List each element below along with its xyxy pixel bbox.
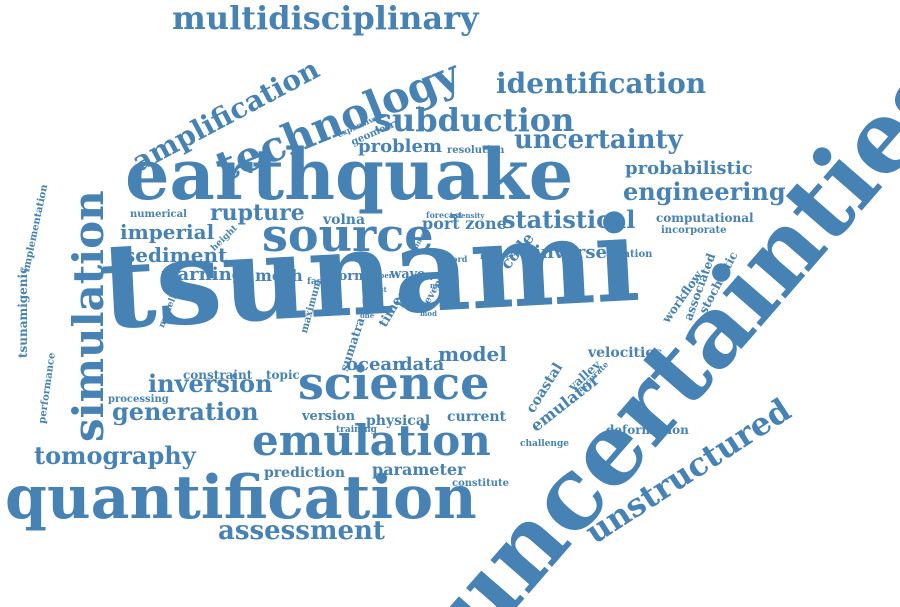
word-current: current [447, 409, 507, 425]
word-record: record [438, 254, 468, 264]
word-tsunamigenic: tsunamigenic [16, 266, 30, 358]
word-inversion: inversion [148, 369, 273, 398]
word-feed: feed [398, 291, 415, 300]
word-location: location [607, 249, 653, 260]
word-incorporate: incorporate [661, 225, 727, 236]
word-sediment: sediment [124, 243, 228, 267]
word-mesh: mesh [255, 266, 303, 285]
word-subduction: subduction [374, 101, 575, 139]
word-quantification: quantification [5, 463, 477, 533]
word-simulation: simulation [64, 190, 113, 442]
word-problem: problem [358, 136, 442, 157]
word-faster: faster [307, 277, 337, 287]
word-multidisciplinary: multidisciplinary [172, 0, 479, 37]
word-uncertainty: uncertainty [514, 125, 683, 155]
word-warning: warning [162, 264, 245, 285]
word-prediction: prediction [264, 465, 346, 481]
word-ocean: ocean [346, 354, 406, 375]
word-deformation: deformation [606, 423, 689, 437]
word-processing: processing [108, 394, 169, 405]
word-version: version [302, 409, 356, 424]
word-imperial: imperial [120, 220, 215, 244]
word-paper: paper [370, 271, 393, 280]
word-wave: wave [390, 267, 426, 282]
word-computational: computational [656, 211, 754, 225]
word-topic: topic [266, 368, 300, 382]
word-inverse: inverse [534, 242, 607, 263]
word-source: source [262, 208, 434, 262]
word-form: form [333, 269, 368, 284]
word-resolution: resolution [447, 145, 505, 156]
word-training: training [336, 425, 377, 435]
word-data: data [400, 354, 445, 375]
word-mod: mod [420, 309, 437, 318]
word-number: number [480, 251, 515, 261]
word-tomography: tomography [34, 441, 196, 470]
word-real: real [362, 296, 378, 305]
word-order: order [412, 273, 434, 282]
word-need: need [430, 281, 449, 290]
word-performance: performance [37, 351, 58, 425]
word-volna: volna [323, 212, 366, 228]
word-engineering: engineering [623, 177, 786, 206]
word-generation: generation [112, 397, 259, 426]
word-probabilistic: probabilistic [625, 158, 753, 179]
word-assessment: assessment [218, 516, 385, 546]
word-rupture: rupture [210, 200, 305, 226]
word-test: test [372, 285, 387, 294]
word-identification: identification [496, 67, 707, 100]
word-physical: physical [366, 413, 431, 429]
word-port-zone: port zone [422, 214, 507, 233]
word-parameter: parameter [372, 460, 466, 479]
word-forecast: forecast [426, 210, 463, 220]
word-model: model [438, 342, 507, 366]
word-challenge: challenge [520, 439, 569, 449]
word-implementation: implementation [21, 183, 51, 274]
word-pose: pose [440, 291, 458, 300]
word-constraint: constraint [183, 368, 253, 382]
word-intensity: intensity [450, 211, 485, 220]
word-velocities: velocities [588, 345, 663, 361]
word-science: science [298, 356, 490, 410]
word-statistical: statistical [502, 205, 636, 234]
word-emulation: emulation [252, 416, 491, 465]
word-numerical: numerical [130, 209, 187, 220]
word-earthquake: earthquake [125, 133, 574, 216]
word-constitute: constitute [452, 478, 509, 489]
word-one: one [360, 311, 375, 320]
